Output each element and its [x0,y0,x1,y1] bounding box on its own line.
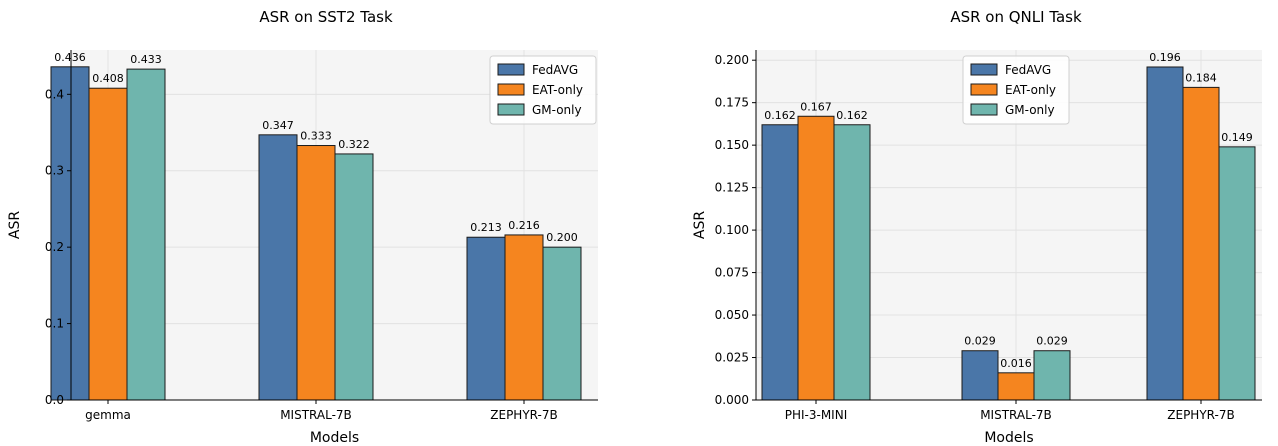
data-label: 0.436 [54,51,86,64]
legend: FedAVG EAT-only GM-only [489,55,597,125]
bar-fedavg [50,66,90,401]
data-label: 0.162 [836,109,868,122]
x-tick-label: ZEPHYR-7B [1167,408,1234,422]
legend-label: FedAVG [532,63,578,77]
bar-fedavg [961,350,999,401]
y-axis-label: ASR [7,211,23,239]
legend-label: EAT-only [532,83,583,97]
bar-eat-only [88,87,128,401]
data-label: 0.167 [800,100,832,113]
data-label: 0.196 [1149,51,1181,64]
y-tick-label: 0.0 [45,393,64,407]
legend-label: EAT-only [1005,83,1056,97]
legend-swatch [497,63,525,76]
bar-gm-only [126,68,166,401]
bar-gm-only [542,246,582,401]
legend-label: GM-only [532,103,582,117]
y-tick-label: 0.200 [715,53,749,67]
data-label: 0.029 [1036,335,1068,348]
y-tick-label: 0.4 [45,87,64,101]
data-label: 0.216 [508,219,540,232]
data-label: 0.200 [546,231,578,244]
bar-gm-only [833,124,871,401]
x-tick-label: gemma [85,408,131,422]
y-tick-label: 0.025 [715,351,749,365]
y-tick-label: 0.000 [715,393,749,407]
y-tick-label: 0.050 [715,308,749,322]
x-tick-label: MISTRAL-7B [280,408,352,422]
legend-swatch [497,83,525,96]
y-tick-label: 0.100 [715,223,749,237]
legend: FedAVG EAT-only GM-only [962,55,1070,125]
chart-1: 0.436 0.347 0.213 0.408 0.333 0.216 0.433 0.322… [7,8,598,446]
y-tick-label: 0.1 [45,317,64,331]
bar-eat-only [997,372,1035,401]
bar-fedavg [258,134,298,401]
x-tick-label: MISTRAL-7B [980,408,1052,422]
bar-eat-only [797,115,835,401]
bar-gm-only [1033,350,1071,401]
y-tick-label: 0.125 [715,181,749,195]
legend-swatch [970,103,998,116]
data-label: 0.408 [92,72,124,85]
legend-label: FedAVG [1005,63,1051,77]
chart-title: ASR on QNLI Task [950,8,1082,26]
x-axis-label: Models [310,430,359,446]
data-label: 0.184 [1185,71,1217,84]
y-tick-label: 0.3 [45,164,64,178]
y-tick-label: 0.2 [45,240,64,254]
bar-eat-only [1182,86,1220,401]
y-tick-label: 0.075 [715,266,749,280]
chart-title: ASR on SST2 Task [259,8,393,26]
data-label: 0.149 [1221,131,1253,144]
bar-fedavg [466,236,506,401]
y-axis-label: ASR [692,211,708,239]
data-label: 0.433 [130,53,162,66]
bar-fedavg [1146,66,1184,401]
bar-fedavg [761,124,799,401]
bar-gm-only [1218,146,1256,401]
data-label: 0.213 [470,221,502,234]
data-label: 0.322 [338,138,370,151]
data-label: 0.162 [764,109,796,122]
x-tick-label: ZEPHYR-7B [490,408,557,422]
bar-eat-only [504,234,544,401]
bar-gm-only [334,153,374,401]
y-tick-label: 0.175 [715,96,749,110]
x-axis-label: Models [984,430,1033,446]
legend-swatch [970,63,998,76]
data-label: 0.347 [262,119,294,132]
legend-label: GM-only [1005,103,1055,117]
bar-eat-only [296,145,336,401]
data-label: 0.016 [1000,357,1032,370]
legend-swatch [970,83,998,96]
legend-swatch [497,103,525,116]
x-tick-label: PHI-3-MINI [785,408,848,422]
y-tick-label: 0.150 [715,138,749,152]
chart-2: 0.162 0.029 0.196 0.167 0.016 0.184 0.162 0.029… [692,8,1262,446]
data-label: 0.029 [964,335,996,348]
data-label: 0.333 [300,130,332,143]
